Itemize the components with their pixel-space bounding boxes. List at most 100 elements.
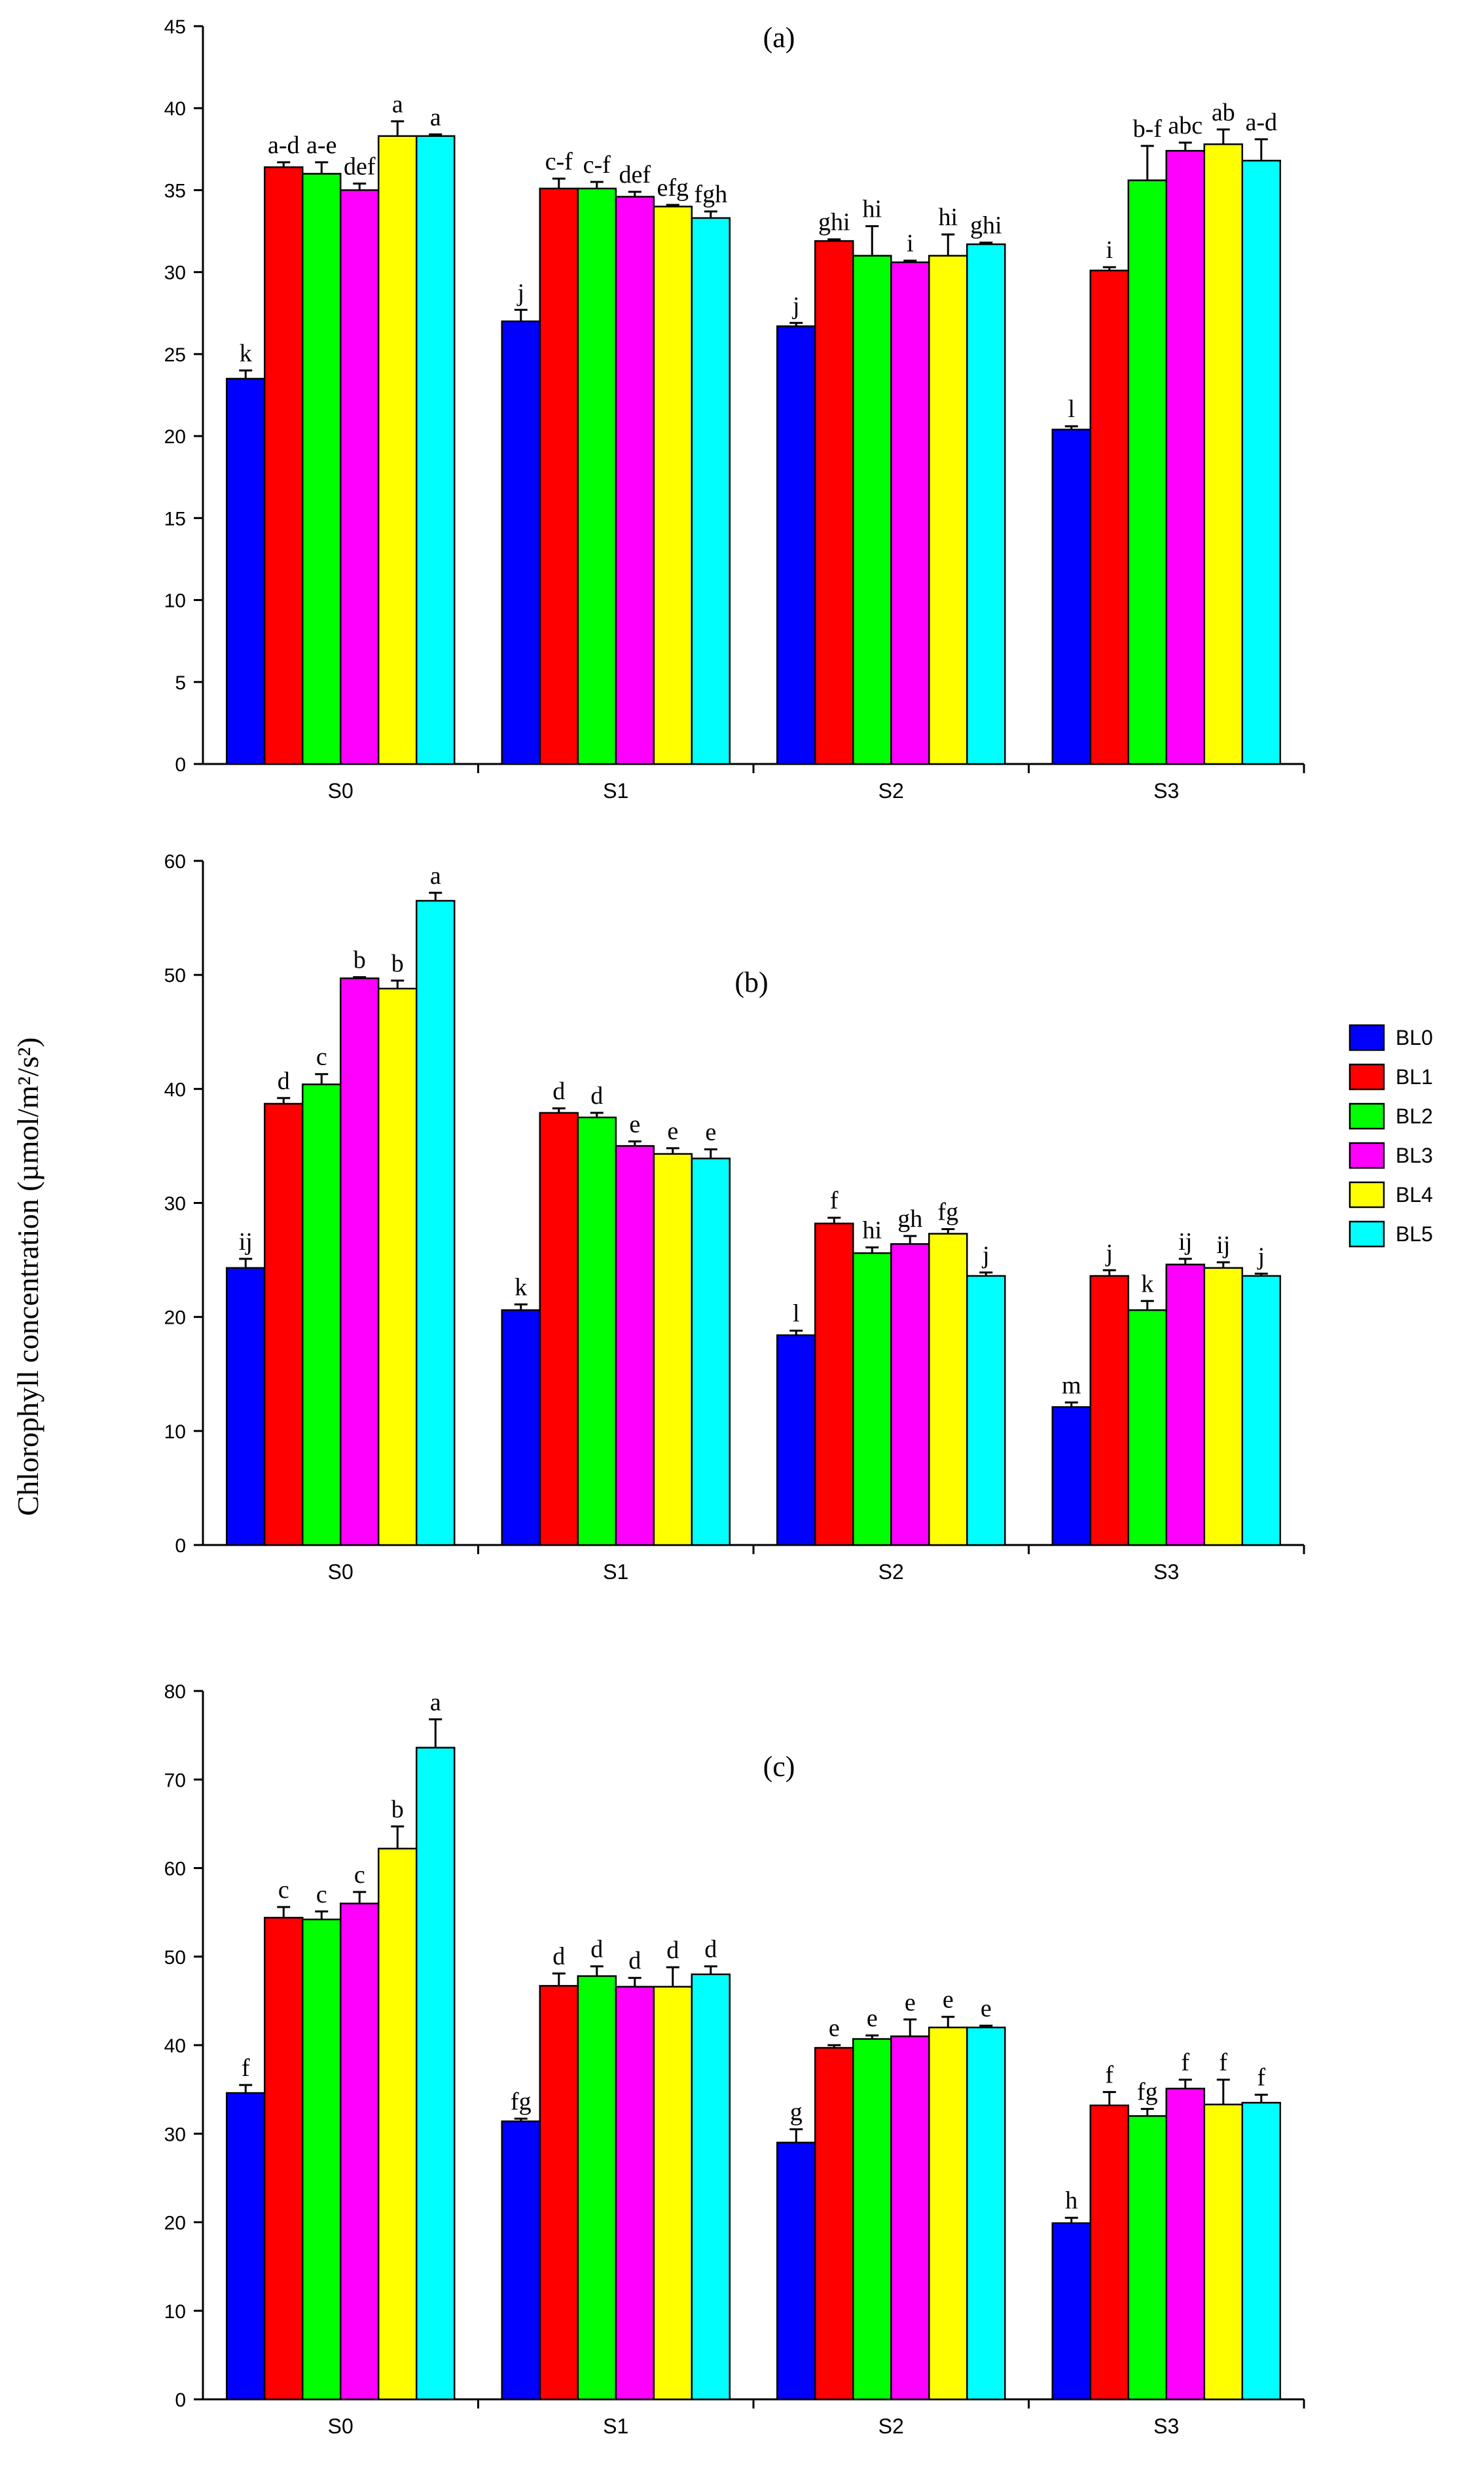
y-tick-label: 30	[164, 263, 186, 284]
significance-label: fg	[1137, 2078, 1158, 2105]
bar-BL0-S1	[501, 1309, 541, 1546]
bar-BL0-S1	[501, 2120, 541, 2401]
x-tick-label: S2	[878, 1560, 904, 1584]
bar-BL0-S0	[226, 378, 266, 765]
legend-swatch-BL3	[1348, 1142, 1385, 1169]
bar-BL5-S1	[691, 1973, 731, 2401]
significance-label: i	[1106, 236, 1113, 264]
x-tick-label: S2	[878, 2414, 904, 2438]
bar-BL1-S2	[814, 1222, 854, 1546]
bar-BL1-S2	[814, 240, 854, 765]
bar-BL1-S0	[264, 1916, 304, 2401]
bar-BL0-S1	[501, 320, 541, 765]
significance-label: j	[981, 1242, 990, 1269]
legend-swatch-BL0	[1348, 1024, 1385, 1051]
significance-label: c-f	[583, 151, 611, 179]
significance-label: f	[1181, 2049, 1189, 2077]
legend-swatch-BL2	[1348, 1102, 1385, 1130]
legend-label-BL5: BL5	[1396, 1222, 1433, 1246]
bar-BL4-S1	[653, 1986, 693, 2401]
legend-swatch-BL1	[1348, 1063, 1385, 1091]
legend: BL0 BL1 BL2 BL3 BL4 BL5	[1348, 1024, 1433, 1248]
bar-BL5-S3	[1241, 1275, 1281, 1546]
bar-BL2-S2	[852, 2038, 892, 2401]
significance-label: k	[515, 1274, 527, 1301]
bar-BL4-S1	[653, 206, 693, 765]
x-tick-label: S2	[878, 779, 904, 803]
y-tick-label: 30	[164, 1193, 186, 1215]
significance-label: gh	[897, 1205, 922, 1233]
significance-label: fg	[937, 1199, 958, 1226]
bar-BL4-S3	[1203, 143, 1243, 765]
significance-label: hi	[862, 196, 882, 223]
significance-label: d	[666, 1936, 679, 1964]
bar-BL3-S1	[615, 1145, 655, 1546]
bar-BL5-S3	[1241, 2101, 1281, 2401]
bar-BL1-S1	[539, 1985, 579, 2401]
bar-BL0-S2	[776, 2141, 816, 2401]
legend-label-BL2: BL2	[1396, 1104, 1433, 1128]
x-tick-label: S3	[1153, 779, 1179, 803]
significance-label: k	[240, 340, 252, 367]
y-tick-label: 20	[164, 2213, 186, 2234]
significance-label: a	[430, 1688, 441, 1716]
bar-BL4-S0	[378, 1847, 418, 2401]
bar-BL2-S3	[1127, 2115, 1167, 2401]
bar-BL4-S1	[653, 1153, 693, 1546]
significance-label: h	[1065, 2187, 1077, 2215]
significance-label: c	[278, 1876, 289, 1904]
significance-label: e	[867, 2005, 878, 2032]
significance-label: ij	[1178, 1228, 1192, 1256]
bar-BL1-S1	[539, 1112, 579, 1546]
bar-BL2-S1	[577, 187, 617, 765]
significance-label: ghi	[970, 212, 1002, 240]
significance-label: hi	[862, 1216, 882, 1244]
x-tick-label: S1	[603, 1560, 628, 1584]
significance-label: ij	[1216, 1231, 1230, 1259]
y-tick-label: 20	[164, 1307, 186, 1329]
y-tick-label: 40	[164, 1079, 186, 1100]
bar-BL2-S0	[302, 173, 342, 765]
bar-BL3-S2	[890, 261, 930, 765]
legend-swatch-BL4	[1348, 1181, 1385, 1209]
bar-BL3-S1	[615, 1986, 655, 2401]
y-tick-label: 80	[164, 1681, 186, 1703]
bar-BL3-S3	[1165, 2088, 1205, 2401]
legend-swatch-BL5	[1348, 1220, 1385, 1248]
significance-label: a-e	[306, 132, 336, 159]
panel-label: (a)	[763, 22, 795, 54]
significance-label: def	[619, 161, 651, 189]
bar-BL0-S0	[226, 2092, 266, 2401]
bar-BL4-S2	[928, 255, 968, 765]
bar-BL1-S0	[264, 1102, 304, 1546]
panel-label: (b)	[734, 966, 768, 998]
significance-label: ghi	[818, 209, 850, 236]
x-tick-label: S3	[1153, 1560, 1179, 1584]
significance-label: efg	[657, 174, 689, 202]
significance-label: e	[629, 1110, 640, 1138]
x-tick-label: S0	[328, 2414, 353, 2438]
significance-label: e	[981, 1995, 992, 2022]
significance-label: k	[1141, 1270, 1153, 1298]
bar-BL5-S0	[416, 1747, 456, 2401]
legend-label-BL0: BL0	[1396, 1026, 1433, 1049]
y-tick-label: 50	[164, 965, 186, 987]
significance-label: abc	[1168, 112, 1203, 139]
significance-label: e	[829, 2014, 840, 2042]
bar-BL5-S2	[966, 2026, 1006, 2401]
y-tick-label: 0	[175, 2390, 186, 2411]
bar-BL4-S3	[1203, 1267, 1243, 1546]
bar-BL0-S3	[1051, 2222, 1091, 2401]
bar-BL1-S3	[1089, 1275, 1129, 1546]
bar-BL3-S0	[340, 977, 380, 1546]
significance-label: fg	[511, 2088, 532, 2115]
bar-BL4-S2	[928, 2026, 968, 2401]
significance-label: d	[590, 1936, 603, 1963]
y-tick-label: 40	[164, 98, 186, 120]
significance-label: f	[1257, 2064, 1265, 2092]
bar-BL3-S0	[340, 189, 380, 765]
bar-BL1-S3	[1089, 269, 1129, 765]
significance-label: ab	[1212, 99, 1235, 126]
